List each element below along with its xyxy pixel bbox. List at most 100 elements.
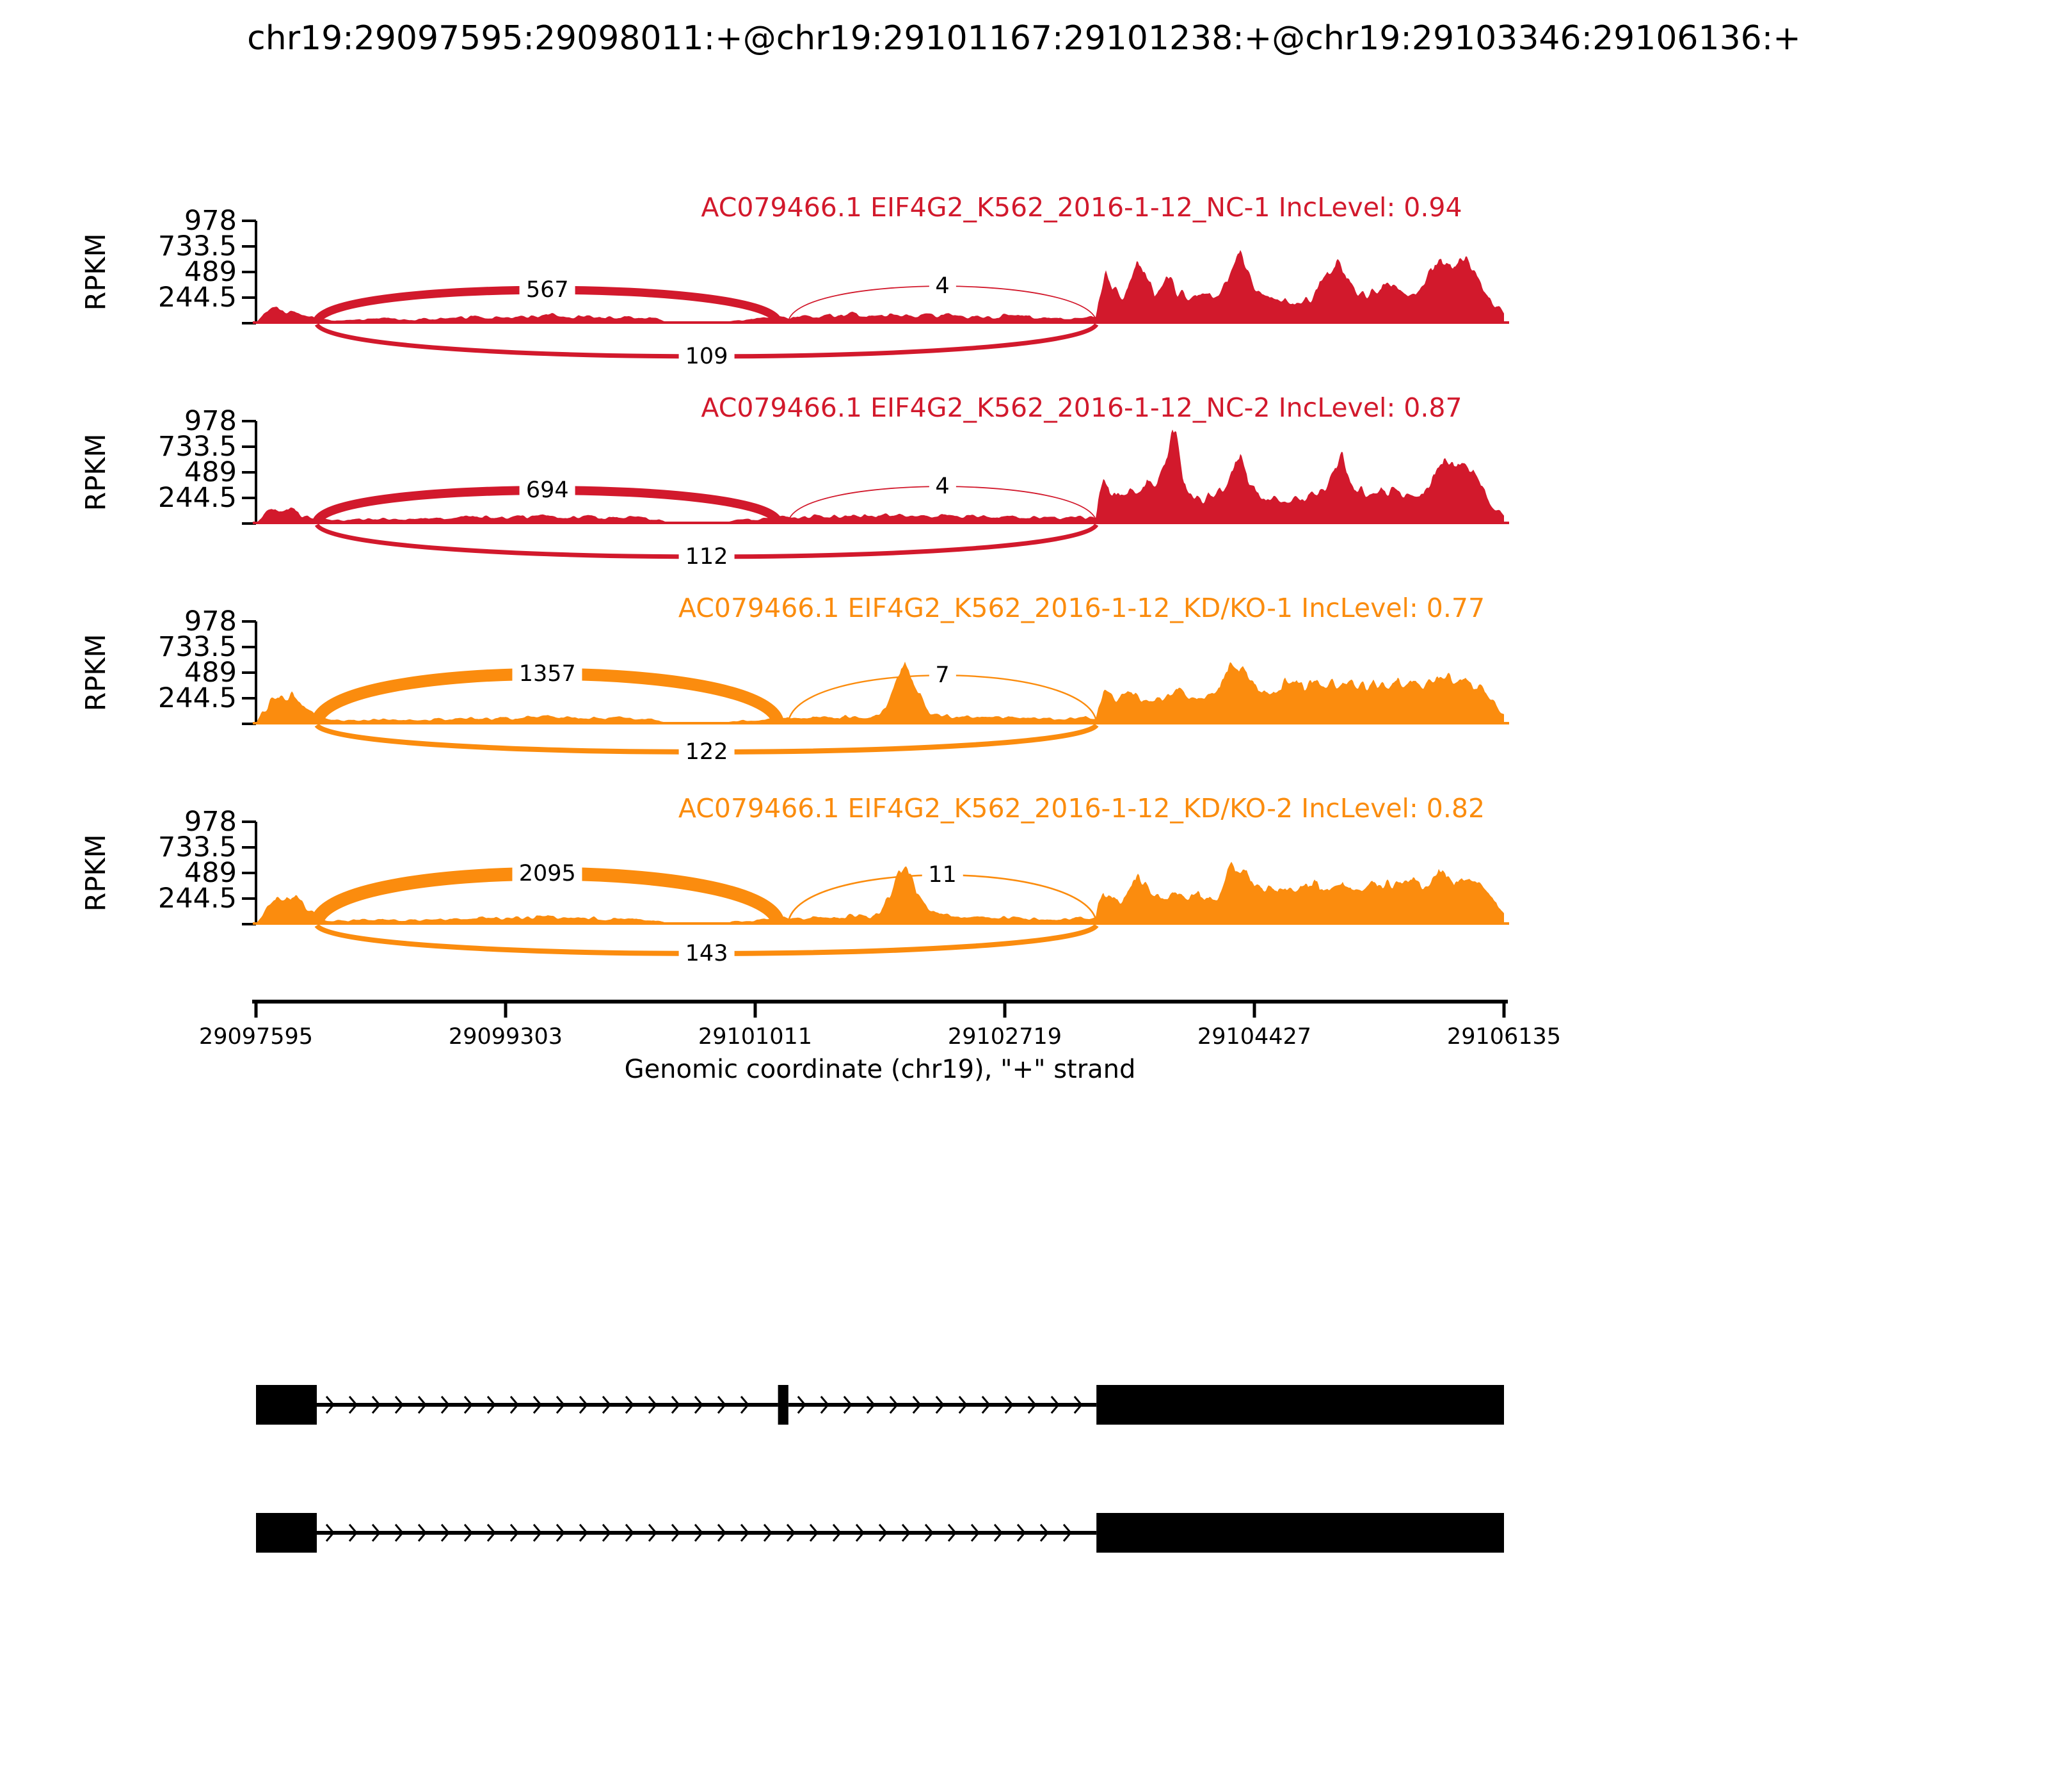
- strand-direction-arrow-icon: [970, 1524, 980, 1542]
- strand-direction-arrow-icon: [348, 1524, 358, 1542]
- exon-1: [256, 1513, 317, 1553]
- strand-direction-arrow-icon: [579, 1396, 588, 1414]
- y-tick-label: 489: [184, 456, 237, 488]
- exon-3: [1096, 1385, 1504, 1425]
- strand-direction-arrow-icon: [579, 1524, 588, 1542]
- track-title: AC079466.1 EIF4G2_K562_2016-1-12_KD/KO-1…: [678, 593, 1485, 623]
- junction-count-label: 11: [922, 862, 963, 888]
- coverage-area-track-4: [256, 861, 1504, 924]
- x-axis-label: Genomic coordinate (chr19), "+" strand: [624, 1055, 1136, 1084]
- x-tick-label: 29101011: [698, 1024, 813, 1050]
- strand-direction-arrow-icon: [717, 1524, 726, 1542]
- y-tick-label: 489: [184, 256, 237, 288]
- strand-direction-arrow-icon: [509, 1524, 519, 1542]
- strand-direction-arrow-icon: [417, 1396, 427, 1414]
- strand-direction-arrow-icon: [1062, 1524, 1072, 1542]
- strand-direction-arrow-icon: [855, 1524, 865, 1542]
- strand-direction-arrow-icon: [740, 1396, 749, 1414]
- strand-direction-arrow-icon: [1039, 1524, 1049, 1542]
- strand-direction-arrow-icon: [809, 1524, 819, 1542]
- strand-direction-arrow-icon: [912, 1396, 922, 1414]
- strand-direction-arrow-icon: [509, 1396, 519, 1414]
- strand-direction-arrow-icon: [556, 1396, 565, 1414]
- strand-direction-arrow-icon: [625, 1524, 634, 1542]
- junction-count-label: 112: [678, 544, 735, 570]
- strand-direction-arrow-icon: [866, 1396, 876, 1414]
- junction-count-label: 4: [929, 273, 956, 299]
- gene-model-isoform-2: [256, 1513, 1504, 1553]
- y-tick-label: 244.5: [157, 682, 237, 714]
- x-tick-label: 29102719: [947, 1024, 1062, 1050]
- strand-direction-arrow-icon: [878, 1524, 888, 1542]
- strand-direction-arrow-icon: [440, 1396, 450, 1414]
- strand-direction-arrow-icon: [371, 1396, 381, 1414]
- strand-direction-arrow-icon: [763, 1524, 772, 1542]
- strand-direction-arrow-icon: [602, 1524, 611, 1542]
- strand-direction-arrow-icon: [325, 1524, 335, 1542]
- strand-direction-arrow-icon: [820, 1396, 829, 1414]
- coverage-area-track-2: [256, 429, 1504, 524]
- y-tick-label: 978: [184, 605, 237, 637]
- strand-direction-arrow-icon: [602, 1396, 611, 1414]
- y-tick-label: 244.5: [157, 282, 237, 314]
- strand-direction-arrow-icon: [556, 1524, 565, 1542]
- y-axis-title: RPKM: [80, 233, 112, 311]
- strand-direction-arrow-icon: [694, 1524, 703, 1542]
- strand-direction-arrow-icon: [843, 1396, 852, 1414]
- track-title: AC079466.1 EIF4G2_K562_2016-1-12_NC-1 In…: [701, 192, 1462, 223]
- junction-count-label: 694: [519, 477, 575, 503]
- y-tick-label: 733.5: [157, 431, 237, 463]
- strand-direction-arrow-icon: [947, 1524, 957, 1542]
- strand-direction-arrow-icon: [1027, 1396, 1037, 1414]
- strand-direction-arrow-icon: [740, 1524, 749, 1542]
- x-tick-label: 29097595: [198, 1024, 314, 1050]
- exon-2: [1096, 1513, 1504, 1553]
- strand-direction-arrow-icon: [671, 1396, 680, 1414]
- strand-direction-arrow-icon: [993, 1524, 1003, 1542]
- strand-direction-arrow-icon: [532, 1524, 542, 1542]
- strand-direction-arrow-icon: [717, 1396, 726, 1414]
- junction-count-label: 567: [519, 277, 575, 303]
- y-tick-label: 733.5: [157, 831, 237, 863]
- strand-direction-arrow-icon: [648, 1396, 657, 1414]
- strand-direction-arrow-icon: [440, 1524, 450, 1542]
- strand-direction-arrow-icon: [1004, 1396, 1014, 1414]
- track-title: AC079466.1 EIF4G2_K562_2016-1-12_NC-2 In…: [701, 392, 1462, 423]
- strand-direction-arrow-icon: [394, 1524, 404, 1542]
- x-tick-label: 29099303: [448, 1024, 563, 1050]
- strand-direction-arrow-icon: [924, 1524, 934, 1542]
- x-tick-label: 29104427: [1197, 1024, 1312, 1050]
- strand-direction-arrow-icon: [486, 1396, 496, 1414]
- track-title: AC079466.1 EIF4G2_K562_2016-1-12_KD/KO-2…: [678, 793, 1485, 824]
- strand-direction-arrow-icon: [417, 1524, 427, 1542]
- y-tick-label: 978: [184, 806, 237, 838]
- strand-direction-arrow-icon: [1073, 1396, 1083, 1414]
- strand-direction-arrow-icon: [797, 1396, 806, 1414]
- strand-direction-arrow-icon: [832, 1524, 842, 1542]
- coverage-area-track-1: [256, 250, 1504, 323]
- strand-direction-arrow-icon: [463, 1396, 473, 1414]
- junction-count-label: 143: [678, 941, 735, 966]
- strand-direction-arrow-icon: [371, 1524, 381, 1542]
- y-axis-title: RPKM: [80, 634, 112, 712]
- strand-direction-arrow-icon: [325, 1396, 335, 1414]
- y-tick-label: 244.5: [157, 482, 237, 514]
- junction-count-label: 1357: [512, 661, 582, 687]
- strand-direction-arrow-icon: [486, 1524, 496, 1542]
- strand-direction-arrow-icon: [935, 1396, 945, 1414]
- strand-direction-arrow-icon: [463, 1524, 473, 1542]
- y-tick-label: 489: [184, 857, 237, 889]
- strand-direction-arrow-icon: [1016, 1524, 1026, 1542]
- strand-direction-arrow-icon: [394, 1396, 404, 1414]
- y-tick-label: 733.5: [157, 230, 237, 262]
- strand-direction-arrow-icon: [671, 1524, 680, 1542]
- strand-direction-arrow-icon: [981, 1396, 991, 1414]
- strand-direction-arrow-icon: [532, 1396, 542, 1414]
- strand-direction-arrow-icon: [889, 1396, 899, 1414]
- y-tick-label: 978: [184, 205, 237, 237]
- strand-direction-arrow-icon: [786, 1524, 796, 1542]
- y-axis-title: RPKM: [80, 433, 112, 511]
- junction-count-label: 109: [678, 344, 735, 369]
